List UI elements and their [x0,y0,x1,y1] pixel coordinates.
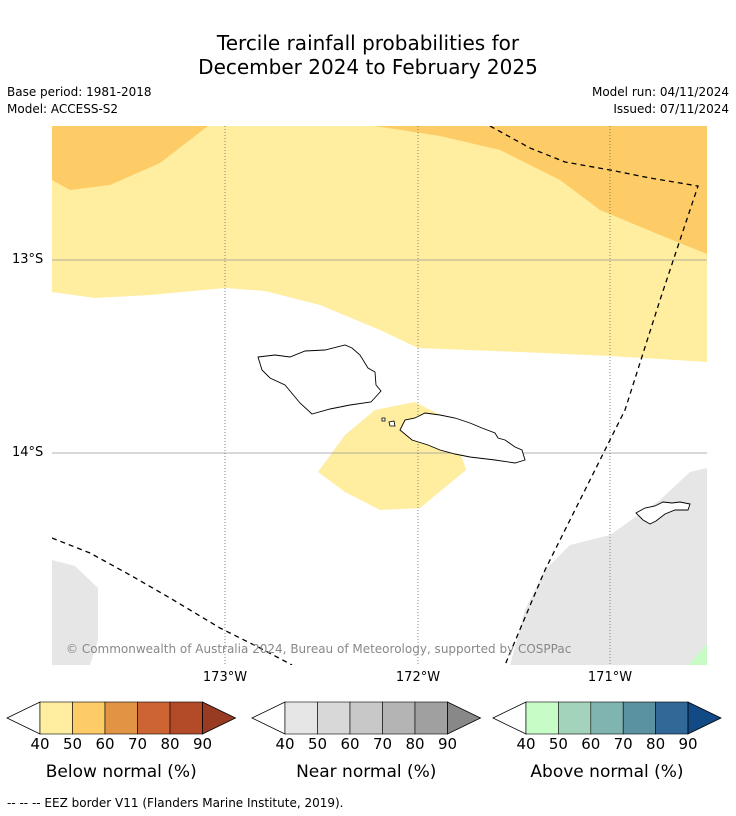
copyright-notice: © Commonwealth of Australia 2024, Bureau… [66,642,571,656]
colorbar-below-normal [6,701,237,735]
title-line-2: December 2024 to February 2025 [198,55,538,79]
colorbar-segment [72,701,106,735]
title-line-1: Tercile rainfall probabilities for [216,31,520,55]
colorbar-tick-label: 90 [678,735,698,753]
eez-footnote: -- -- -- EEZ border V11 (Flanders Marine… [7,796,344,810]
colorbar-under-arrow [251,701,286,735]
colorbar-above-normal [492,701,722,735]
lat-label-14s: 14°S [12,445,44,460]
colorbar-segment [414,701,448,735]
colorbar-tick-label: 40 [275,735,295,753]
colorbar-segment [104,701,138,735]
colorbar-segment [558,701,592,735]
base-period: Base period: 1981-2018 [7,85,152,99]
tutuila-island [635,501,691,525]
colorbar-tick-label: 40 [516,735,536,753]
eez-border-west [52,537,293,665]
lon-label-171w: 171°W [587,670,633,685]
colorbar-tick-label: 80 [405,735,425,753]
colorbar-tick-label: 90 [437,735,458,753]
colorbar-tick-label: 70 [613,735,633,753]
colorbar-segment [622,701,656,735]
near-normal-region-sw [52,560,98,665]
colorbar-segment [39,701,73,735]
colorbar-title: Near normal (%) [296,762,437,782]
model-run: Model run: 04/11/2024 [591,85,729,99]
colorbar-over-arrow [202,701,237,735]
issued-date: Issued: 07/11/2024 [613,102,729,116]
lon-label-172w: 172°W [395,670,441,685]
eez-border-east [489,126,699,665]
colorbar-tick-label: 70 [127,735,148,753]
below-normal-60-70-region-nw [52,126,208,190]
colorbar-title: Below normal (%) [45,762,197,782]
savaii-island [257,344,382,415]
colorbar-tick-label: 50 [307,735,328,753]
colorbar-tick-label: 50 [548,735,568,753]
colorbar-tick-label: 60 [95,735,115,753]
colorbar-title: Above normal (%) [530,762,684,782]
colorbar-under-arrow [492,701,527,735]
colorbar-segment [349,701,383,735]
colorbar-tick-label: 80 [646,735,666,753]
lon-label-173w: 173°W [202,670,248,685]
colorbar-segment [284,701,318,735]
colorbar-segment [317,701,351,735]
colorbar-tick-label: 80 [160,735,180,753]
colorbar-tick-label: 60 [581,735,601,753]
below-normal-50-60-region [52,126,707,362]
lat-label-13s: 13°S [12,252,44,267]
colorbar-tick-label: 70 [372,735,393,753]
apolima-island [381,417,386,422]
colorbar-segment [655,701,689,735]
colorbar-segment [382,701,416,735]
model-name: Model: ACCESS-S2 [7,102,119,116]
below-normal-60-70-region-ne [375,126,707,254]
upolu-island [399,412,526,464]
above-normal-region-se [688,644,707,665]
colorbar-over-arrow [447,701,482,735]
map: © Commonwealth of Australia 2024, Bureau… [52,126,707,665]
colorbar-tick-label: 60 [340,735,360,753]
colorbar-tick-label: 50 [62,735,83,753]
colorbar-tick-label: 90 [192,735,213,753]
colorbar-segment [590,701,624,735]
colorbar-over-arrow [687,701,722,735]
colorbar-tick-label: 40 [30,735,50,753]
colorbar-near-normal [251,701,482,735]
manono-island [388,420,396,427]
colorbar-segment [169,701,203,735]
colorbar-under-arrow [6,701,41,735]
colorbar-segment [137,701,171,735]
colorbar-segment [525,701,559,735]
